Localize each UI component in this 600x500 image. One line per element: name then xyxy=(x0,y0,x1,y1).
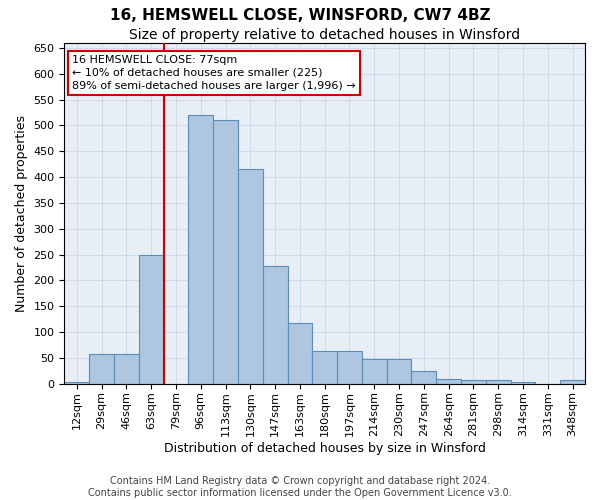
Bar xyxy=(461,380,486,384)
Bar xyxy=(436,378,461,384)
Bar xyxy=(139,254,164,384)
Bar xyxy=(386,360,412,384)
Bar xyxy=(238,170,263,384)
Text: 16 HEMSWELL CLOSE: 77sqm
← 10% of detached houses are smaller (225)
89% of semi-: 16 HEMSWELL CLOSE: 77sqm ← 10% of detach… xyxy=(72,54,356,91)
Bar xyxy=(89,354,114,384)
Bar xyxy=(412,371,436,384)
Bar xyxy=(313,351,337,384)
Bar xyxy=(188,115,213,384)
Bar xyxy=(114,354,139,384)
Y-axis label: Number of detached properties: Number of detached properties xyxy=(15,114,28,312)
Bar xyxy=(560,380,585,384)
Bar xyxy=(263,266,287,384)
Bar xyxy=(337,351,362,384)
Bar xyxy=(64,382,89,384)
Bar xyxy=(362,360,386,384)
Bar xyxy=(486,380,511,384)
Text: 16, HEMSWELL CLOSE, WINSFORD, CW7 4BZ: 16, HEMSWELL CLOSE, WINSFORD, CW7 4BZ xyxy=(110,8,490,22)
Bar xyxy=(511,382,535,384)
Title: Size of property relative to detached houses in Winsford: Size of property relative to detached ho… xyxy=(129,28,520,42)
X-axis label: Distribution of detached houses by size in Winsford: Distribution of detached houses by size … xyxy=(164,442,485,455)
Text: Contains HM Land Registry data © Crown copyright and database right 2024.
Contai: Contains HM Land Registry data © Crown c… xyxy=(88,476,512,498)
Bar xyxy=(213,120,238,384)
Bar xyxy=(287,322,313,384)
